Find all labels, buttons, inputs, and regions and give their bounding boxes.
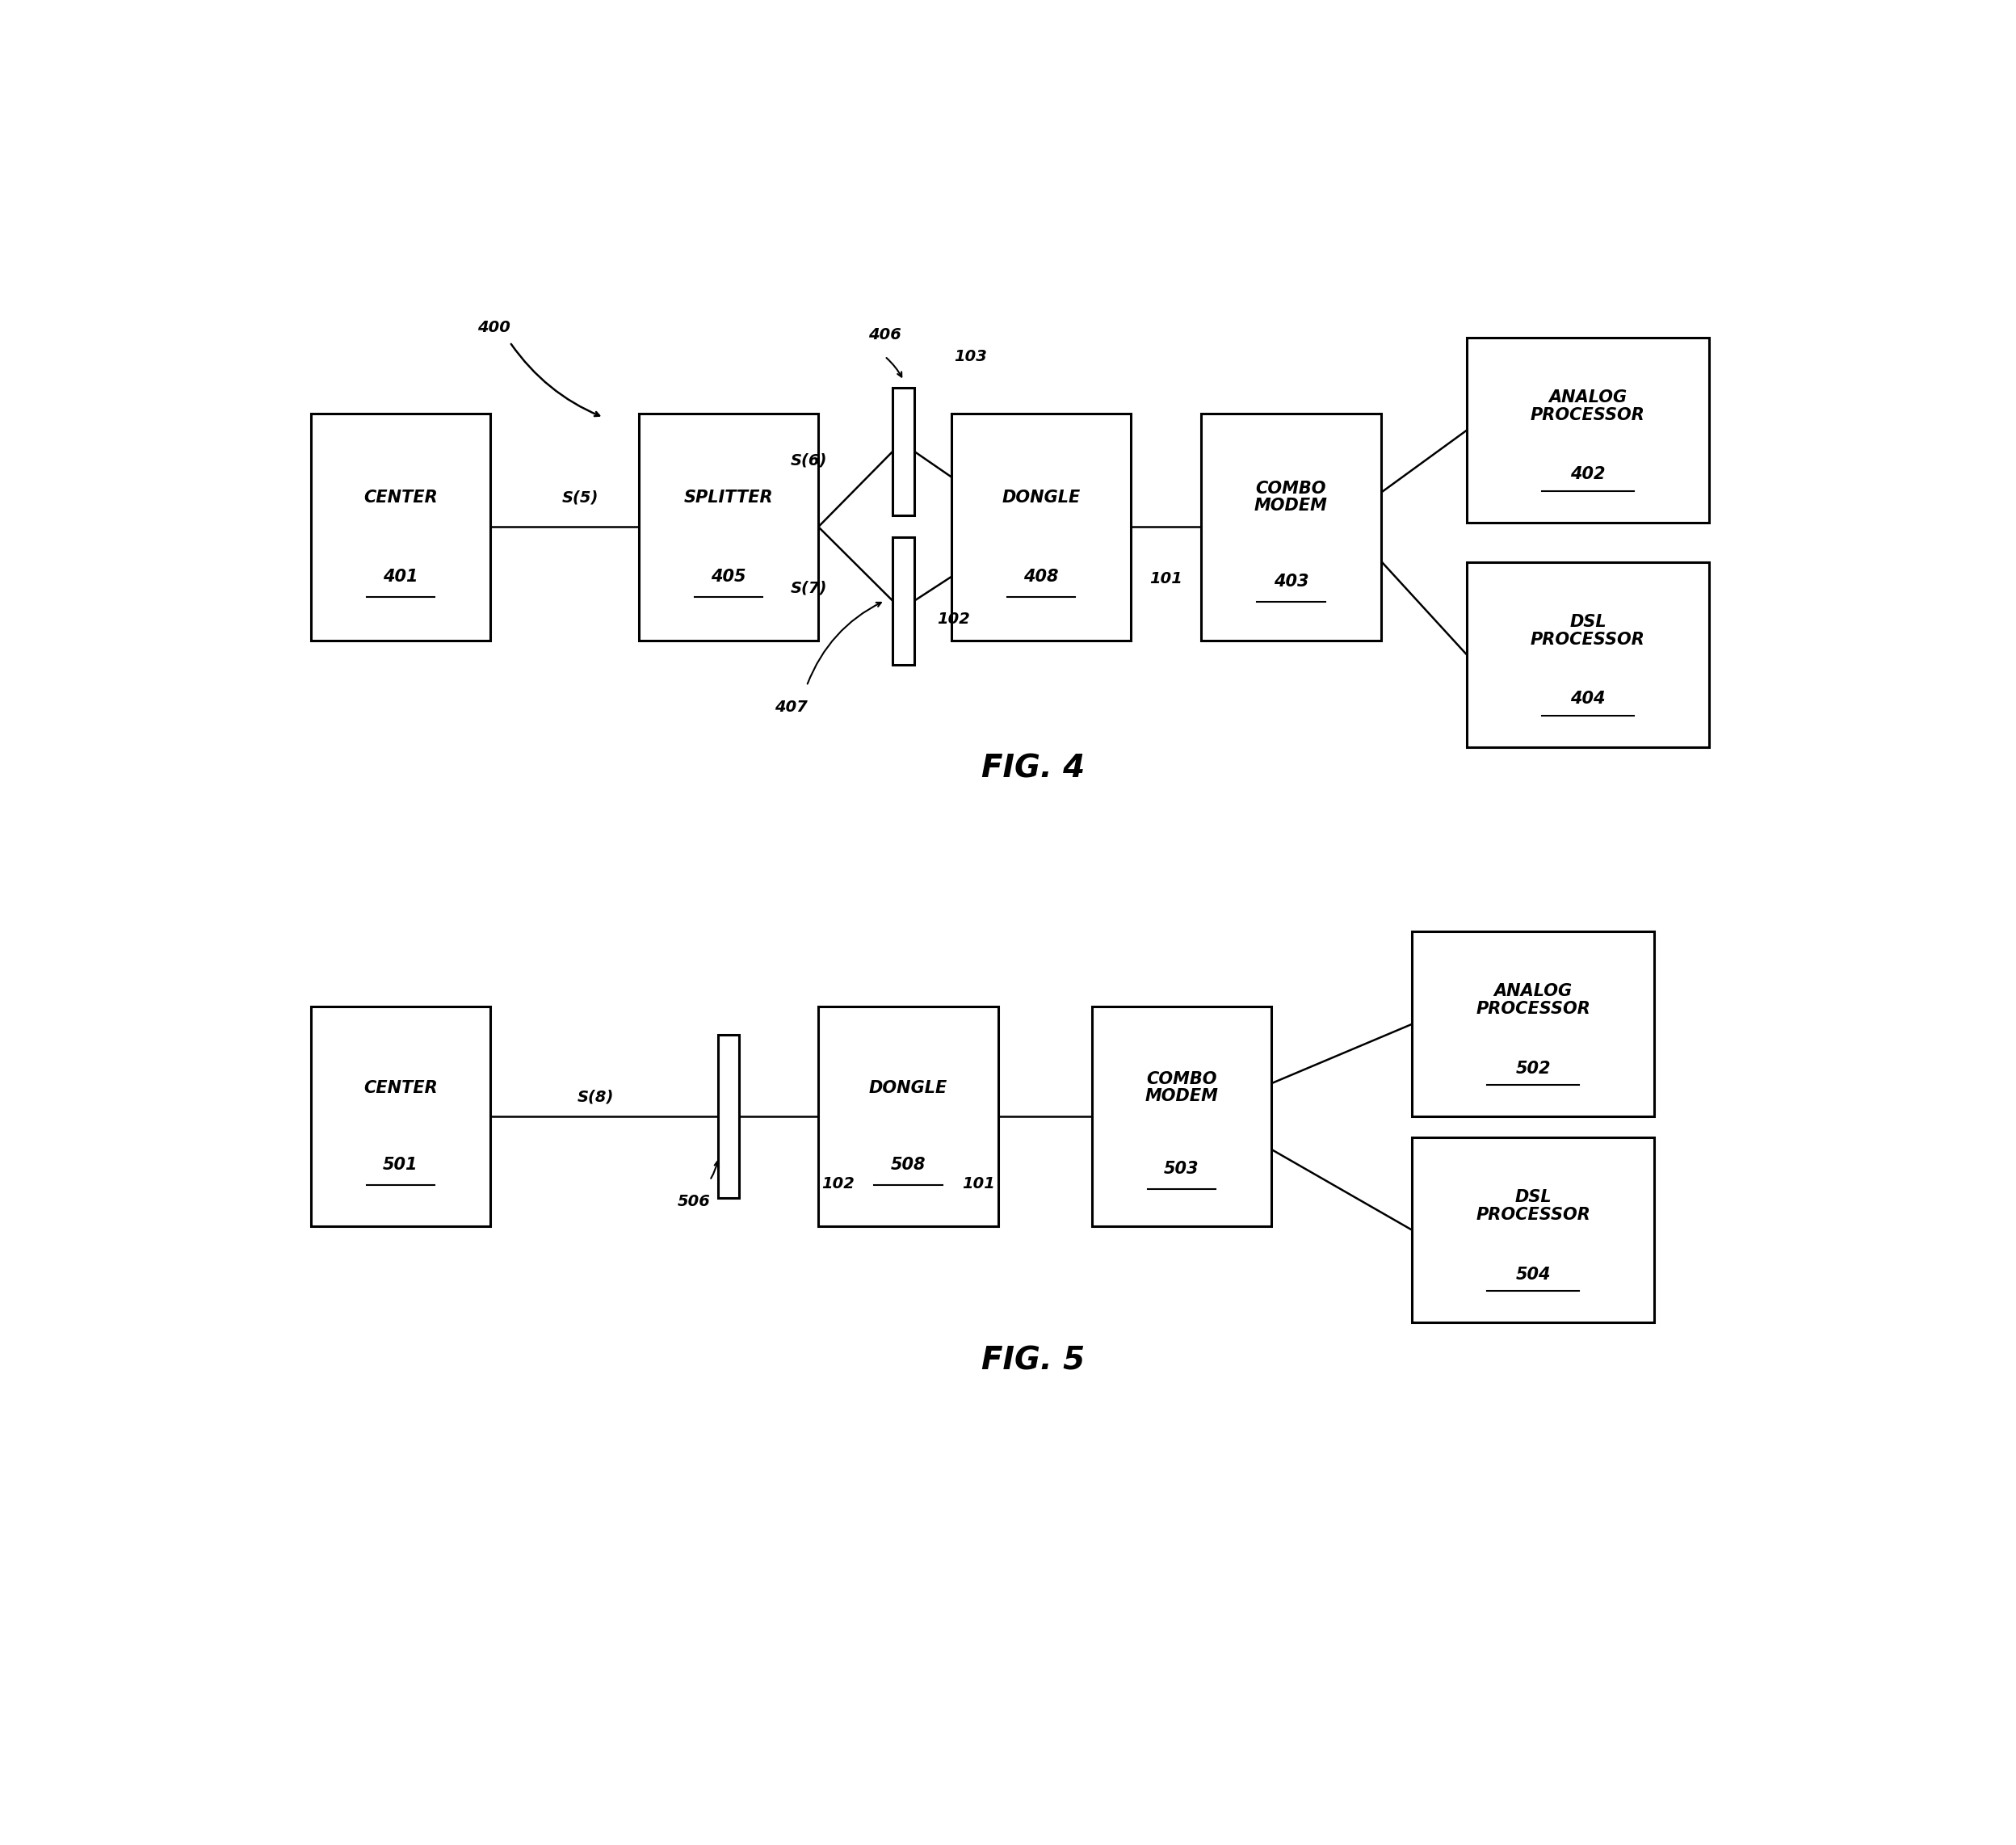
Text: 101: 101 xyxy=(962,1175,996,1192)
Text: S(5): S(5) xyxy=(562,491,599,506)
Text: DSL
PROCESSOR: DSL PROCESSOR xyxy=(1476,1190,1591,1223)
Text: S(6): S(6) xyxy=(790,452,827,469)
Bar xyxy=(893,537,915,664)
Text: ANALOG
PROCESSOR: ANALOG PROCESSOR xyxy=(1530,389,1645,423)
Bar xyxy=(952,413,1131,640)
Text: 404: 404 xyxy=(1570,690,1605,707)
Bar xyxy=(818,1006,998,1227)
Text: 501: 501 xyxy=(383,1157,417,1173)
Text: S(8): S(8) xyxy=(577,1090,615,1105)
Bar xyxy=(639,413,818,640)
Text: S(7): S(7) xyxy=(790,581,827,596)
Text: CENTER: CENTER xyxy=(363,489,437,506)
Bar xyxy=(310,1006,490,1227)
Bar xyxy=(1468,563,1710,747)
Bar xyxy=(1468,338,1710,522)
Text: 502: 502 xyxy=(1516,1061,1550,1076)
Text: 506: 506 xyxy=(677,1194,712,1208)
Text: 403: 403 xyxy=(1274,574,1308,589)
Text: 508: 508 xyxy=(891,1157,925,1173)
Text: 102: 102 xyxy=(821,1175,855,1192)
Bar xyxy=(1411,1138,1655,1323)
Text: 400: 400 xyxy=(478,321,510,336)
Bar xyxy=(718,1035,738,1197)
Bar xyxy=(1093,1006,1272,1227)
Text: 401: 401 xyxy=(383,568,417,585)
Text: 407: 407 xyxy=(774,699,808,714)
Text: FIG. 5: FIG. 5 xyxy=(982,1345,1085,1376)
Text: 406: 406 xyxy=(869,327,901,343)
Text: 103: 103 xyxy=(954,349,988,363)
Text: CENTER: CENTER xyxy=(363,1079,437,1096)
Text: SPLITTER: SPLITTER xyxy=(683,489,774,506)
Text: 402: 402 xyxy=(1570,467,1605,483)
Text: 101: 101 xyxy=(1149,570,1183,587)
Text: DSL
PROCESSOR: DSL PROCESSOR xyxy=(1530,614,1645,648)
Text: FIG. 4: FIG. 4 xyxy=(982,753,1085,784)
Bar xyxy=(310,413,490,640)
Text: 408: 408 xyxy=(1024,568,1058,585)
Bar xyxy=(1411,932,1655,1116)
Text: DONGLE: DONGLE xyxy=(869,1079,948,1096)
Text: 504: 504 xyxy=(1516,1266,1550,1282)
Bar xyxy=(1202,413,1381,640)
Text: 102: 102 xyxy=(937,611,970,627)
Text: DONGLE: DONGLE xyxy=(1002,489,1081,506)
Text: ANALOG
PROCESSOR: ANALOG PROCESSOR xyxy=(1476,983,1591,1017)
Text: 503: 503 xyxy=(1163,1161,1200,1177)
Text: COMBO
MODEM: COMBO MODEM xyxy=(1145,1070,1218,1105)
Text: COMBO
MODEM: COMBO MODEM xyxy=(1254,480,1329,515)
Text: 405: 405 xyxy=(712,568,746,585)
Bar xyxy=(893,387,915,515)
